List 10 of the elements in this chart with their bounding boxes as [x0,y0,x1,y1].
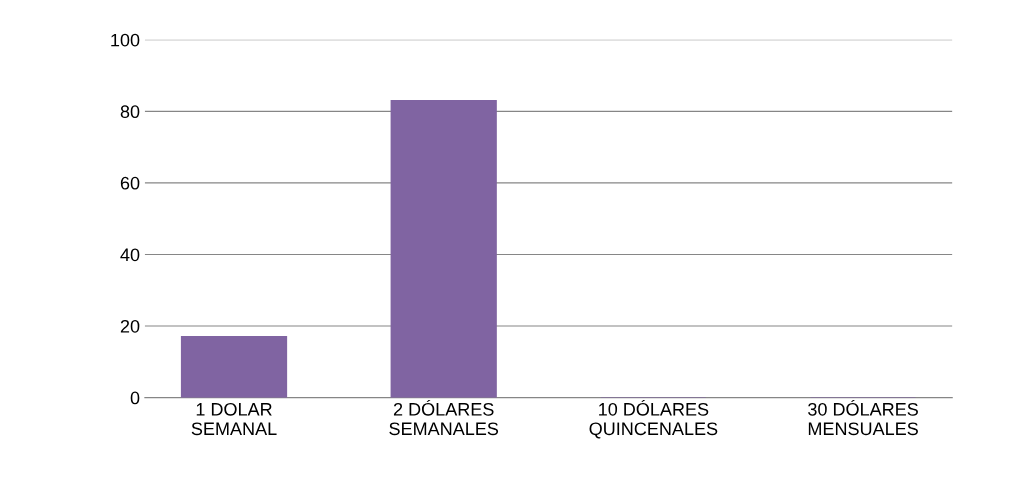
y-tick-label: 60 [120,176,140,190]
x-tick-label: 1 DOLAR SEMANAL [191,402,277,436]
y-tick-label: 80 [120,105,140,119]
y-tick-label: 0 [130,391,140,405]
y-tick-label: 100 [111,33,140,47]
x-tick-label: 10 DÓLARES QUINCENALES [589,399,718,439]
y-tick-label: 40 [120,248,140,262]
x-tick-label: 2 DÓLARES SEMANALES [389,399,499,436]
x-tick-label: 30 DÓLARES MENSUALES [808,399,918,436]
y-tick-label: 20 [120,319,140,333]
